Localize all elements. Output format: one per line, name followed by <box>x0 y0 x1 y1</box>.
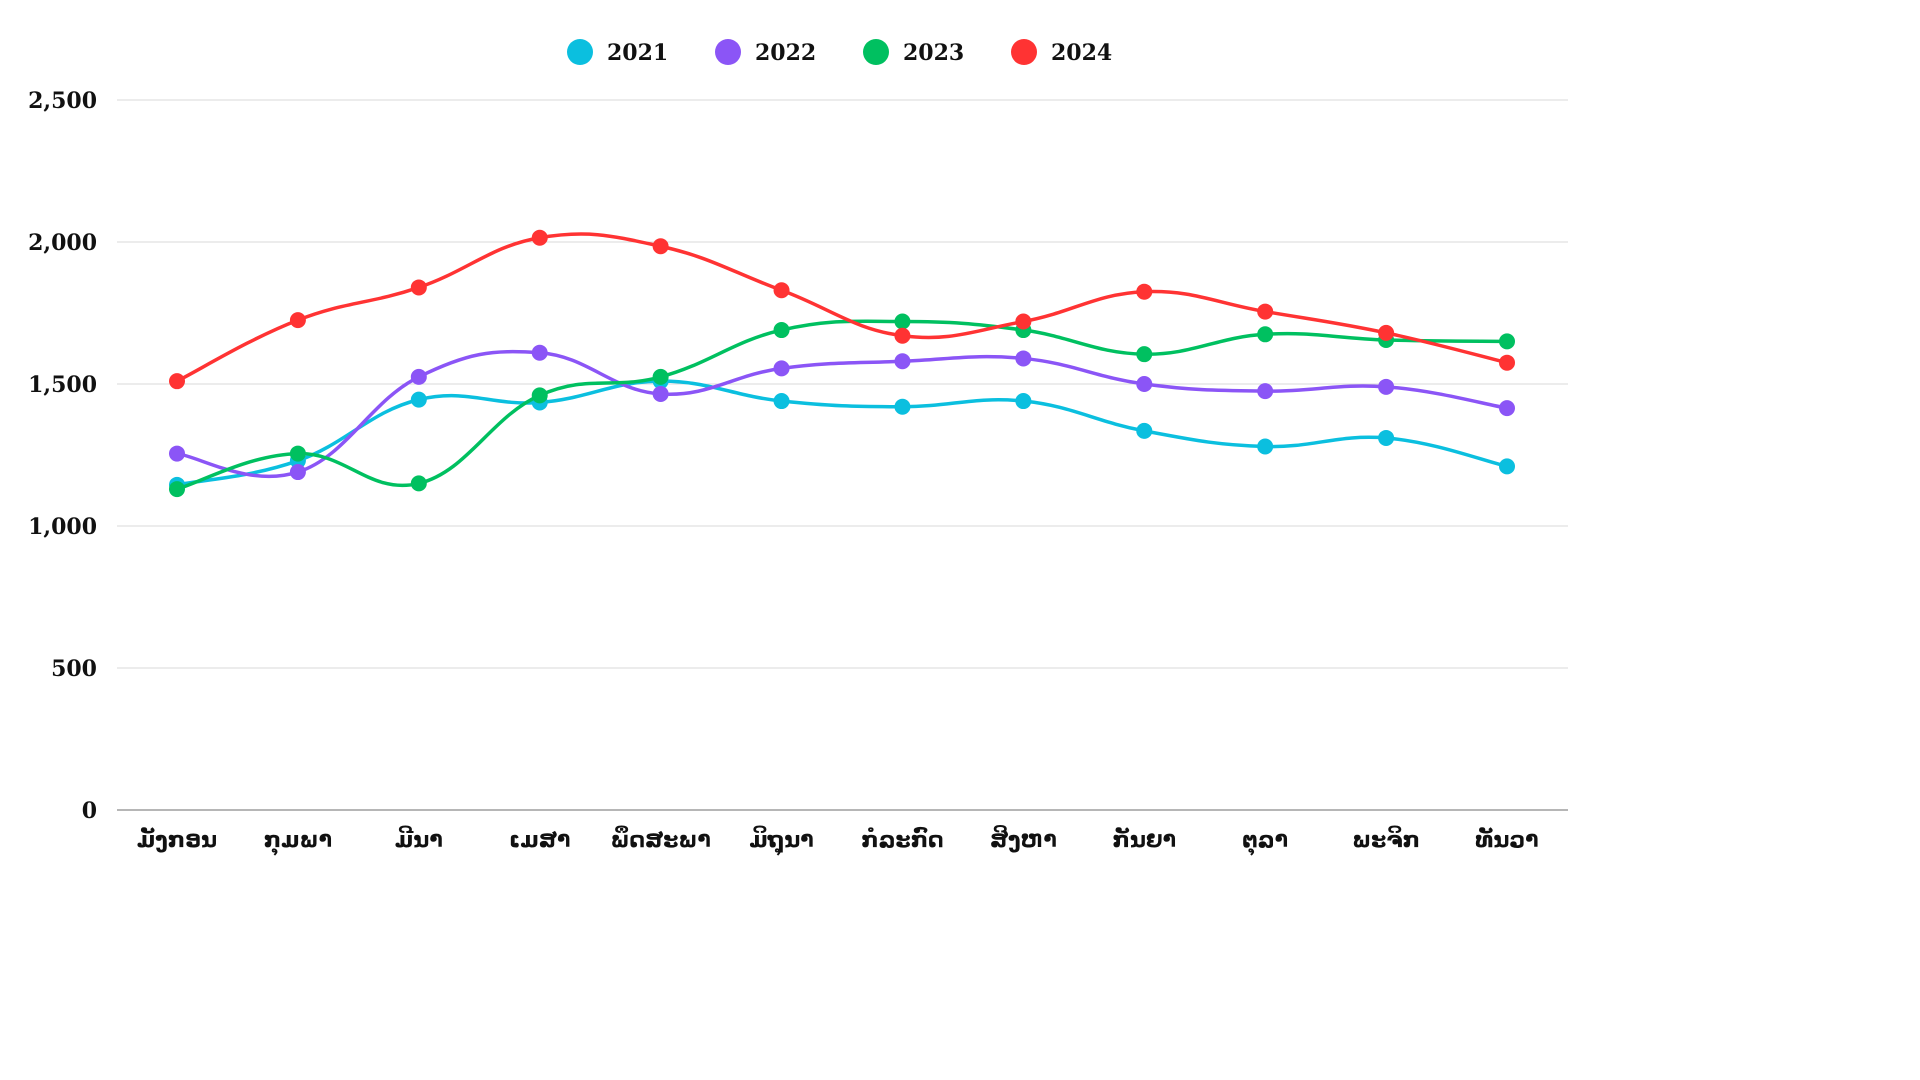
data-point-2024-0[interactable] <box>169 373 185 390</box>
data-point-2022-3[interactable] <box>531 344 548 361</box>
data-point-2021-2[interactable] <box>410 391 427 408</box>
data-point-2022-11[interactable] <box>1499 400 1515 417</box>
data-point-2023-3[interactable] <box>531 387 548 404</box>
x-tick-label: ພຶດສະພາ <box>610 827 710 853</box>
x-tick-label: ຕຸລາ <box>1242 828 1288 856</box>
y-axis-tick-labels: 0 500 1,000 1,500 2,000 2,500 <box>28 88 97 824</box>
legend-item-2021[interactable]: 2021 <box>567 39 668 66</box>
series-2024 <box>169 229 1515 390</box>
data-point-2021-9[interactable] <box>1257 438 1274 455</box>
data-point-2022-8[interactable] <box>1136 376 1153 392</box>
data-point-2021-6[interactable] <box>894 398 911 415</box>
legend[interactable]: 2021 2022 2023 2024 <box>567 39 1112 66</box>
x-tick-label: ທັນວາ <box>1475 827 1538 853</box>
data-point-2022-6[interactable] <box>894 353 911 370</box>
grid-lines <box>117 99 1568 811</box>
legend-swatch <box>715 39 741 65</box>
x-tick-label: ກັນຍາ <box>1112 827 1176 853</box>
y-tick-label: 2,000 <box>28 230 97 256</box>
legend-label: 2021 <box>607 40 668 66</box>
x-tick-label: ເມສາ <box>509 828 570 853</box>
legend-label: 2024 <box>1051 40 1112 66</box>
y-tick-label: 2,500 <box>28 88 97 114</box>
legend-item-2024[interactable]: 2024 <box>1011 39 1112 66</box>
data-point-2024-6[interactable] <box>894 327 911 344</box>
x-axis-tick-labels: ມັງກອນ ກຸມພາ ມີນາ ເມສາ ພຶດສະພາ ມິຖຸນາ ກໍລະກົດ ສ… <box>137 826 1539 856</box>
x-tick-label: ມັງກອນ <box>137 827 217 853</box>
data-point-2022-9[interactable] <box>1257 383 1274 400</box>
legend-label: 2022 <box>755 40 816 66</box>
data-point-2022-7[interactable] <box>1015 350 1032 367</box>
y-tick-label: 1,500 <box>28 372 97 398</box>
series-line-2021 <box>175 379 1509 487</box>
legend-item-2022[interactable]: 2022 <box>715 39 816 66</box>
series-line-2024 <box>175 232 1509 383</box>
data-point-2023-4[interactable] <box>652 368 669 385</box>
data-point-2024-3[interactable] <box>531 229 548 246</box>
data-point-2024-2[interactable] <box>410 279 427 296</box>
x-tick-label: ກຸມພາ <box>264 828 332 856</box>
legend-swatch <box>1011 39 1037 65</box>
data-point-2023-0[interactable] <box>169 481 185 498</box>
data-point-2024-9[interactable] <box>1257 303 1274 320</box>
y-tick-label: 0 <box>82 798 97 824</box>
x-tick-label: ມີນາ <box>395 826 443 853</box>
data-point-2022-2[interactable] <box>410 368 427 385</box>
series-2021 <box>169 373 1515 493</box>
data-point-2021-7[interactable] <box>1015 393 1032 410</box>
data-point-2022-5[interactable] <box>773 360 790 377</box>
data-point-2022-0[interactable] <box>169 445 185 462</box>
data-point-2024-10[interactable] <box>1378 324 1395 341</box>
data-point-2024-8[interactable] <box>1136 283 1153 300</box>
data-point-2021-10[interactable] <box>1378 429 1395 446</box>
line-chart: 0 500 1,000 1,500 2,000 2,500 ມັງກອນ ກຸມພາ ມີນາ… <box>28 39 1568 856</box>
data-point-2024-7[interactable] <box>1015 313 1032 330</box>
data-point-2024-11[interactable] <box>1499 354 1515 371</box>
x-tick-label: ພະຈິກ <box>1352 827 1420 853</box>
x-tick-label: ສິງຫາ <box>990 826 1057 853</box>
data-point-2022-4[interactable] <box>652 385 669 402</box>
data-point-2023-1[interactable] <box>289 445 306 462</box>
data-point-2023-6[interactable] <box>894 313 911 330</box>
data-point-2024-5[interactable] <box>773 282 790 299</box>
data-point-2023-5[interactable] <box>773 322 790 339</box>
data-point-2024-4[interactable] <box>652 238 669 255</box>
x-tick-label: ກໍລະກົດ <box>861 827 943 853</box>
data-point-2024-1[interactable] <box>289 312 306 329</box>
x-tick-label: ມິຖຸນາ <box>749 827 813 856</box>
legend-label: 2023 <box>903 40 964 66</box>
data-point-2022-10[interactable] <box>1378 378 1395 395</box>
data-point-2021-11[interactable] <box>1499 458 1515 475</box>
y-tick-label: 500 <box>51 656 97 682</box>
series-2022 <box>169 344 1515 481</box>
data-point-2023-11[interactable] <box>1499 333 1515 350</box>
data-point-2021-5[interactable] <box>773 393 790 410</box>
data-point-2023-8[interactable] <box>1136 346 1153 363</box>
data-point-2022-1[interactable] <box>289 464 306 481</box>
data-point-2023-2[interactable] <box>410 475 427 492</box>
data-point-2021-8[interactable] <box>1136 422 1153 439</box>
series-lines <box>169 229 1515 498</box>
legend-swatch <box>863 39 889 65</box>
y-tick-label: 1,000 <box>28 514 97 540</box>
legend-item-2023[interactable]: 2023 <box>863 39 964 66</box>
series-line-2022 <box>175 349 1509 479</box>
data-point-2023-9[interactable] <box>1257 326 1274 343</box>
legend-swatch <box>567 39 593 65</box>
